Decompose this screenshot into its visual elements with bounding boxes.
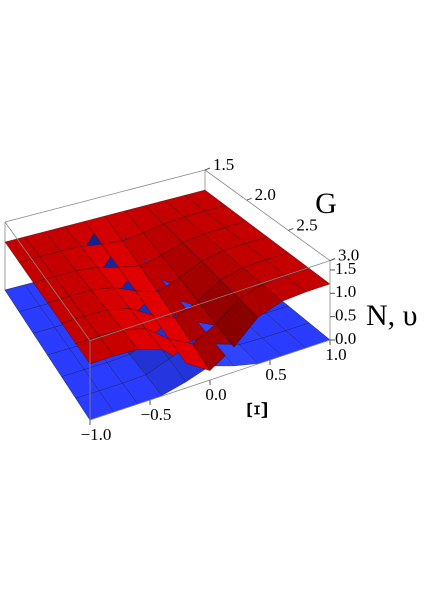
- box-edge: [4, 169, 206, 223]
- y-tick-label: 2.5: [296, 215, 317, 234]
- z-axis-title: N, υ: [366, 299, 418, 332]
- y-tick-label: 1.5: [213, 155, 234, 174]
- y-tick-label: 3.0: [338, 246, 359, 265]
- box-edge: [4, 221, 91, 341]
- y-tick: [329, 258, 336, 262]
- x-tick-label: −1.0: [81, 425, 112, 444]
- x-tick-label: 0.0: [205, 385, 226, 404]
- x-tick-label: −0.5: [141, 405, 172, 424]
- plot-area: [4, 169, 331, 421]
- y-tick: [246, 197, 252, 201]
- y-tick: [288, 227, 294, 231]
- z-tick-label: 0.0: [335, 329, 356, 348]
- box-edge: [204, 169, 331, 261]
- y-axis-title: G: [315, 187, 337, 220]
- z-tick-label: 0.5: [335, 306, 356, 325]
- z-tick-label: 1.0: [335, 282, 356, 301]
- y-tick: [204, 167, 211, 171]
- x-axis-title: Ξ: [241, 400, 274, 419]
- x-tick-label: 1.0: [325, 345, 346, 364]
- x-tick-label: 0.5: [265, 365, 286, 384]
- box-edge: [89, 260, 331, 341]
- y-tick-label: 2.0: [255, 185, 276, 204]
- z-tick-label: 1.5: [335, 259, 356, 278]
